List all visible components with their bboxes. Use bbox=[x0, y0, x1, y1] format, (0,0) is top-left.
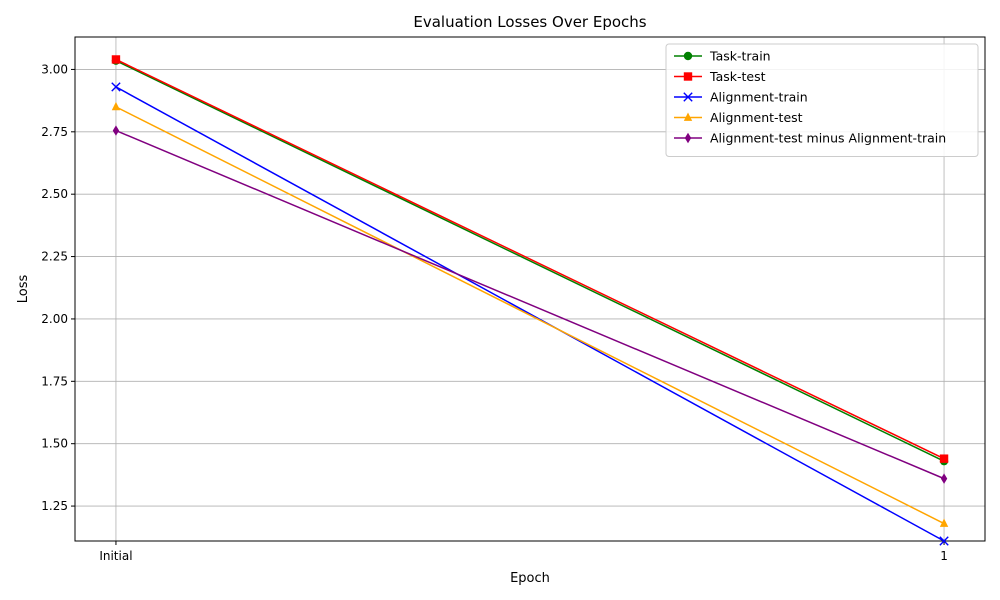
x-tick-label: Initial bbox=[99, 549, 132, 563]
legend-entry: Task-train bbox=[674, 49, 771, 64]
data-point bbox=[683, 72, 693, 81]
series-alignment-train bbox=[111, 82, 949, 546]
legend-box bbox=[665, 43, 979, 157]
legend-entry: Alignment-test bbox=[674, 110, 803, 125]
series-line bbox=[115, 86, 945, 542]
legend-label: Alignment-test bbox=[710, 110, 803, 125]
legend-label: Task-test bbox=[709, 69, 766, 84]
data-point bbox=[939, 454, 949, 463]
y-tick-label: 2.00 bbox=[41, 312, 68, 326]
data-point bbox=[939, 536, 949, 546]
legend-label: Alignment-test minus Alignment-train bbox=[710, 131, 946, 146]
data-point bbox=[111, 82, 121, 92]
legend: Task-train Task-test Alignment-train Alignm… bbox=[665, 43, 979, 157]
plot-frame bbox=[74, 36, 986, 542]
chart-title: Evaluation Losses Over Epochs bbox=[413, 13, 646, 31]
series-task-test bbox=[111, 55, 949, 463]
data-point bbox=[684, 132, 692, 144]
legend-entry: Alignment-train bbox=[674, 90, 808, 105]
y-tick-label: 1.50 bbox=[41, 437, 68, 451]
series-line bbox=[115, 106, 945, 525]
y-tick-label: 2.75 bbox=[41, 125, 68, 139]
y-tick-label: 3.00 bbox=[41, 62, 68, 76]
y-tick-label: 2.50 bbox=[41, 187, 68, 201]
y-tick-label: 2.25 bbox=[41, 250, 68, 264]
axis-ticks: 1.25 1.50 1.75 2.00 2.25 2.50 2.75 3.00 Initial 1 bbox=[41, 62, 948, 563]
data-point bbox=[111, 101, 121, 111]
series-group bbox=[111, 55, 949, 546]
data-point bbox=[111, 55, 121, 64]
data-point bbox=[683, 112, 693, 121]
series-alignment-test bbox=[111, 101, 949, 527]
x-tick-label: 1 bbox=[940, 549, 948, 563]
legend-label: Alignment-train bbox=[710, 90, 808, 105]
series-line bbox=[115, 60, 945, 462]
x-axis-label: Epoch bbox=[510, 571, 550, 586]
data-point bbox=[112, 125, 120, 136]
y-axis-label: Loss bbox=[16, 275, 31, 304]
y-tick-label: 1.25 bbox=[41, 499, 68, 513]
legend-entry: Task-test bbox=[674, 69, 766, 84]
series-alignment-test-minus-alignment-train bbox=[112, 125, 948, 484]
data-point bbox=[939, 518, 949, 527]
series-line bbox=[115, 129, 945, 480]
legend-entry: Alignment-test minus Alignment-train bbox=[674, 131, 946, 146]
series-line bbox=[115, 58, 945, 460]
data-point bbox=[940, 473, 948, 484]
legend-label: Task-train bbox=[709, 49, 771, 64]
data-point bbox=[683, 92, 693, 102]
y-tick-label: 1.75 bbox=[41, 374, 68, 388]
data-point bbox=[683, 51, 693, 61]
